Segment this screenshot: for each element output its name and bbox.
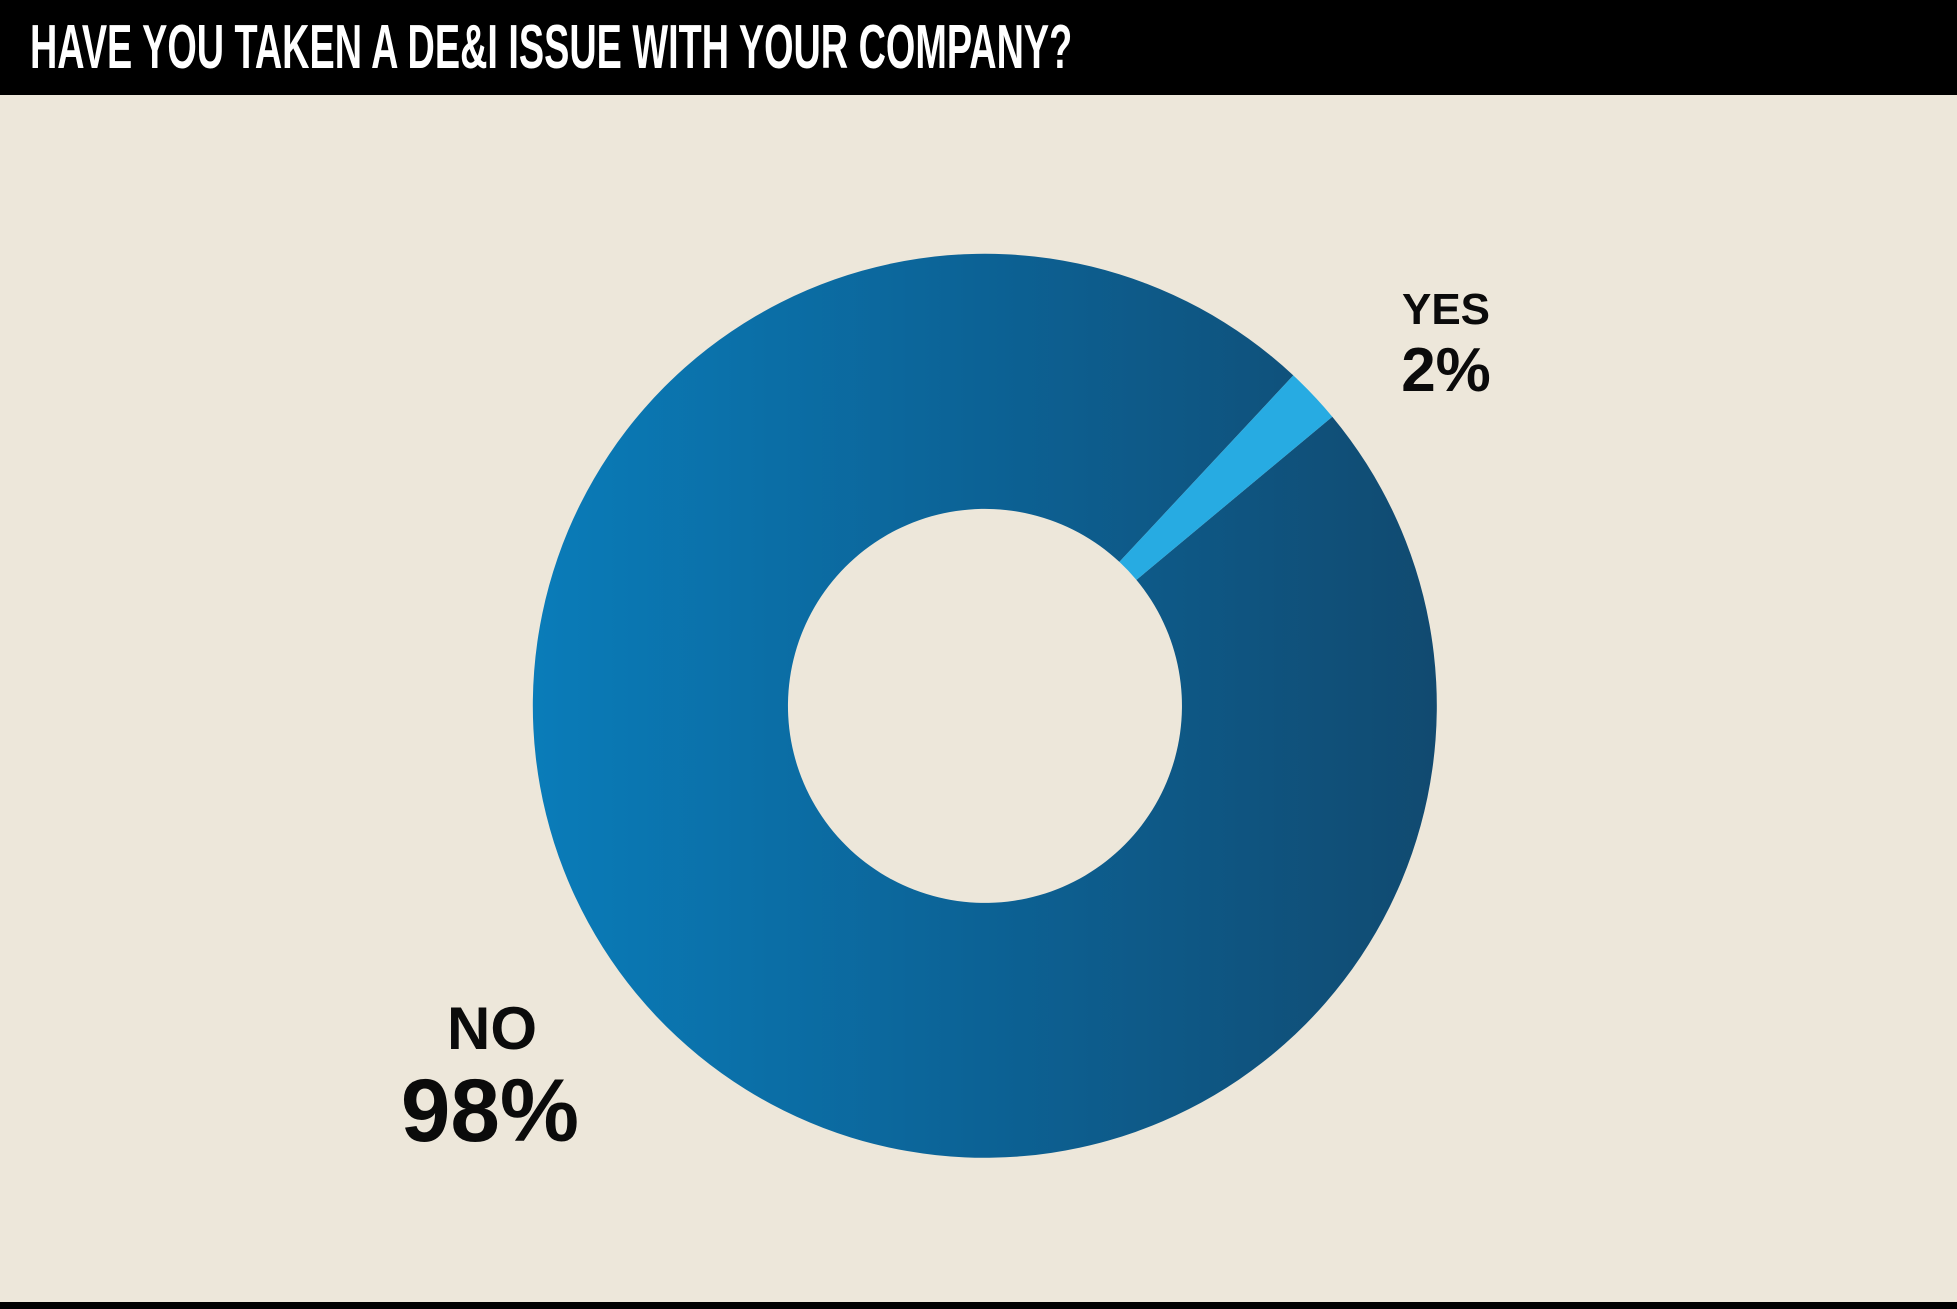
- no-slice: [532, 253, 1437, 1158]
- footer-bar: [0, 1302, 1957, 1309]
- page-title: HAVE YOU TAKEN A DE&I ISSUE WITH YOUR CO…: [30, 12, 1073, 82]
- yes-slice-value: 2%: [1401, 336, 1491, 405]
- yes-slice-label: YES: [1401, 285, 1491, 334]
- no-slice-label: NO: [447, 995, 537, 1062]
- no-slice-value: 98%: [400, 1060, 580, 1160]
- yes-slice: [1119, 375, 1333, 580]
- header-bar: HAVE YOU TAKEN A DE&I ISSUE WITH YOUR CO…: [0, 0, 1957, 95]
